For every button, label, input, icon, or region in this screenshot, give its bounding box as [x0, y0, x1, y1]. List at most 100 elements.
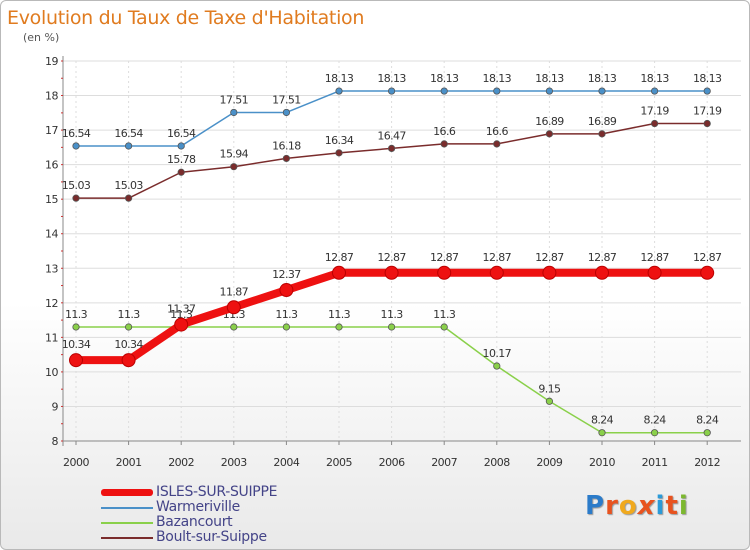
data-label-bazancourt: 11.3 — [328, 308, 351, 321]
data-point-warmeriville — [703, 87, 711, 95]
data-label-warmeriville: 16.54 — [114, 127, 143, 140]
data-label-isles-sur-suippe: 12.87 — [535, 251, 564, 264]
y-tick-label: 8 — [52, 435, 59, 448]
data-label-bazancourt: 9.15 — [538, 382, 561, 395]
data-point-bazancourt — [387, 323, 396, 331]
logo-letter: o — [618, 491, 638, 521]
data-label-isles-sur-suippe: 12.87 — [430, 251, 459, 264]
data-label-warmeriville: 16.54 — [167, 127, 196, 140]
data-point-isles-sur-suippe — [69, 353, 83, 368]
data-label-boult-sur-suippe: 16.47 — [377, 129, 406, 142]
y-tick-label: 10 — [45, 366, 58, 379]
x-tick-label: 2001 — [116, 456, 142, 469]
data-label-boult-sur-suippe: 17.19 — [640, 105, 669, 118]
data-label-boult-sur-suippe: 16.18 — [272, 139, 301, 152]
data-point-warmeriville — [282, 108, 290, 117]
data-label-bazancourt: 11.3 — [170, 308, 193, 321]
data-point-isles-sur-suippe — [542, 265, 557, 280]
y-tick-label: 9 — [52, 400, 59, 413]
data-point-bazancourt — [282, 323, 290, 331]
data-point-warmeriville — [440, 87, 448, 95]
data-label-bazancourt: 10.17 — [483, 347, 512, 360]
data-point-boult-sur-suippe — [440, 140, 448, 148]
data-label-isles-sur-suippe: 12.87 — [640, 251, 669, 264]
data-point-isles-sur-suippe — [595, 265, 609, 280]
x-tick-label: 2002 — [168, 456, 194, 469]
data-label-warmeriville: 16.54 — [62, 127, 91, 140]
data-label-warmeriville: 17.51 — [272, 93, 301, 106]
data-point-boult-sur-suippe — [125, 194, 133, 202]
y-tick-label: 13 — [45, 262, 58, 275]
data-point-bazancourt — [650, 429, 659, 437]
data-label-bazancourt: 11.3 — [65, 308, 88, 321]
data-label-isles-sur-suippe: 10.34 — [114, 338, 143, 351]
y-tick-label: 12 — [45, 297, 58, 310]
data-point-bazancourt — [125, 323, 133, 331]
data-point-isles-sur-suippe — [121, 353, 136, 368]
data-point-isles-sur-suippe — [384, 265, 399, 280]
data-label-warmeriville: 18.13 — [483, 72, 512, 85]
x-tick-label: 2004 — [273, 456, 299, 469]
data-label-boult-sur-suippe: 17.19 — [693, 105, 722, 118]
data-label-boult-sur-suippe: 16.6 — [486, 125, 509, 138]
data-point-boult-sur-suippe — [335, 149, 343, 157]
data-label-isles-sur-suippe: 11.37 — [167, 303, 196, 316]
data-point-isles-sur-suippe — [332, 265, 346, 280]
data-point-warmeriville — [598, 87, 606, 95]
data-point-bazancourt — [598, 429, 606, 437]
y-tick-label: 14 — [45, 228, 58, 241]
legend-swatch — [101, 522, 153, 524]
data-point-warmeriville — [650, 87, 659, 95]
data-label-bazancourt: 11.3 — [433, 308, 456, 321]
legend-label: ISLES-SUR-SUIPPE — [156, 484, 278, 500]
y-tick-label: 19 — [45, 55, 58, 68]
data-label-warmeriville: 18.13 — [430, 72, 459, 85]
logo-letter: P — [585, 491, 606, 521]
data-point-bazancourt — [703, 429, 711, 437]
data-label-warmeriville: 18.13 — [535, 72, 564, 85]
data-label-isles-sur-suippe: 12.87 — [325, 251, 354, 264]
data-point-bazancourt — [545, 397, 554, 405]
data-point-boult-sur-suippe — [230, 163, 238, 171]
data-label-boult-sur-suippe: 15.03 — [114, 179, 143, 192]
data-point-warmeriville — [335, 87, 343, 95]
x-tick-label: 2012 — [694, 456, 720, 469]
data-point-isles-sur-suippe — [279, 283, 294, 298]
legend-label: Boult-sur-Suippe — [156, 529, 267, 545]
data-point-boult-sur-suippe — [72, 194, 80, 202]
x-tick-label: 2007 — [431, 456, 457, 469]
data-point-isles-sur-suippe — [489, 265, 504, 280]
data-label-isles-sur-suippe: 12.87 — [377, 251, 406, 264]
data-label-warmeriville: 18.13 — [325, 72, 354, 85]
y-tick-label: 15 — [45, 193, 58, 206]
data-point-warmeriville — [545, 87, 554, 95]
chart-title: Evolution du Taux de Taxe d'Habitation — [7, 7, 365, 29]
data-point-warmeriville — [493, 87, 501, 95]
data-point-bazancourt — [335, 323, 343, 331]
legend-swatch — [101, 507, 153, 509]
legend-label: Bazancourt — [156, 514, 233, 530]
data-point-isles-sur-suippe — [174, 317, 189, 332]
data-label-isles-sur-suippe: 10.34 — [62, 338, 91, 351]
data-label-boult-sur-suippe: 15.03 — [62, 179, 91, 192]
data-label-boult-sur-suippe: 15.78 — [167, 153, 196, 166]
data-label-bazancourt: 8.24 — [591, 414, 614, 427]
x-tick-label: 2010 — [589, 456, 615, 469]
data-label-boult-sur-suippe: 16.34 — [325, 134, 354, 147]
data-point-boult-sur-suippe — [493, 140, 501, 148]
logo-letter: r — [605, 491, 619, 521]
data-label-boult-sur-suippe: 16.89 — [535, 115, 564, 128]
data-label-bazancourt: 11.3 — [275, 308, 298, 321]
x-tick-label: 2008 — [484, 456, 510, 469]
y-tick-label: 11 — [45, 331, 58, 344]
data-point-isles-sur-suippe — [647, 265, 662, 280]
data-point-boult-sur-suippe — [387, 144, 396, 152]
logo-letter: x — [637, 491, 656, 521]
data-label-isles-sur-suippe: 12.87 — [483, 251, 512, 264]
data-label-bazancourt: 8.24 — [696, 414, 719, 427]
data-label-warmeriville: 18.13 — [588, 72, 617, 85]
data-point-isles-sur-suippe — [700, 265, 715, 280]
data-point-boult-sur-suippe — [545, 130, 554, 138]
x-tick-label: 2009 — [536, 456, 562, 469]
